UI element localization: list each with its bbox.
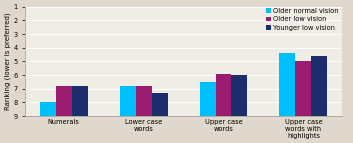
Bar xyxy=(40,102,56,116)
Bar xyxy=(151,93,168,116)
Legend: Older normal vision, Older low vision, Younger low vision: Older normal vision, Older low vision, Y… xyxy=(265,8,339,31)
Bar xyxy=(311,56,327,116)
Bar xyxy=(199,82,216,116)
Bar xyxy=(280,53,295,116)
Bar xyxy=(136,86,151,116)
Bar xyxy=(72,86,88,116)
Bar xyxy=(120,86,136,116)
Bar xyxy=(232,75,247,116)
Bar xyxy=(295,61,311,116)
Bar xyxy=(56,86,72,116)
Bar xyxy=(216,74,232,116)
Y-axis label: Ranking (lower is preferred): Ranking (lower is preferred) xyxy=(4,13,11,110)
